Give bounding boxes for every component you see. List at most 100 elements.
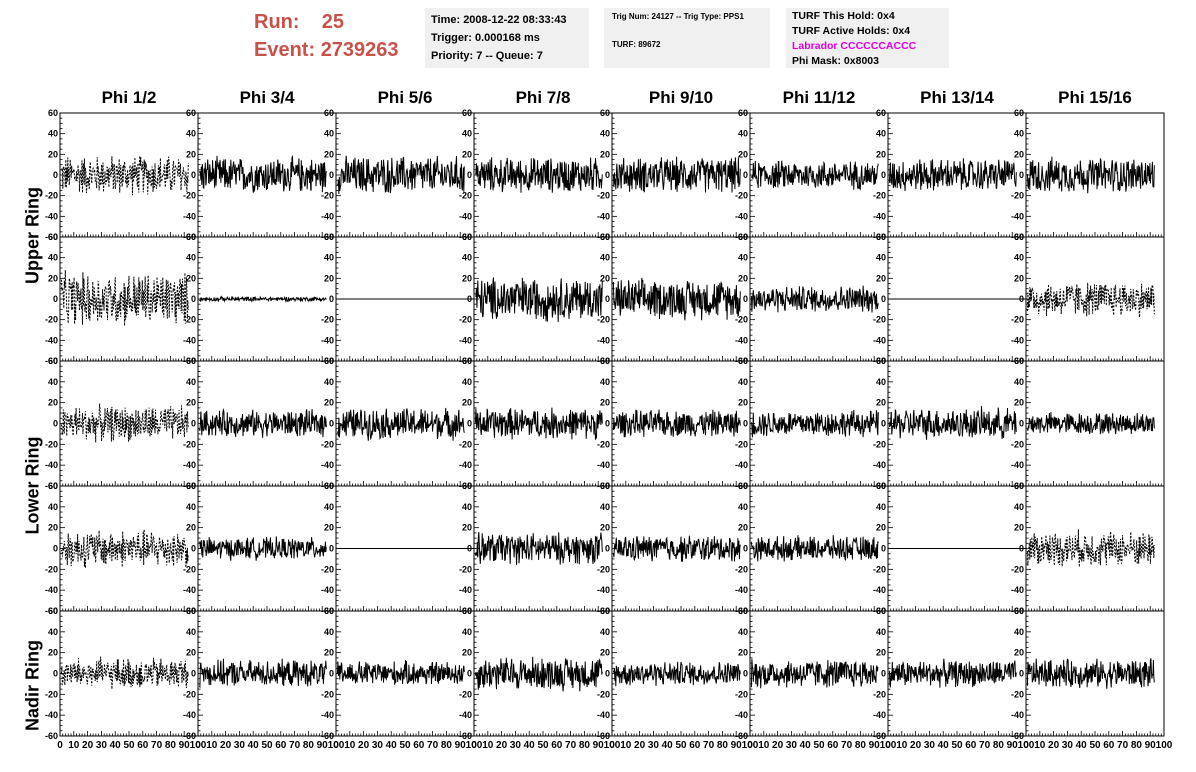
x-tick-label-c2: 30 <box>372 740 384 751</box>
y-tick-label-r0-c4: 40 <box>600 129 610 139</box>
event-label: Event: <box>254 39 316 61</box>
y-tick-label-r3-c2: 0 <box>329 544 334 554</box>
y-tick-label-r3-c7: 20 <box>1014 523 1024 533</box>
x-tick-label-c5: 90 <box>869 740 881 751</box>
y-tick-label-r4-c3: 40 <box>462 627 472 637</box>
x-tick-label-c0: 50 <box>123 740 135 751</box>
x-tick-label-c6: 0 <box>885 740 891 751</box>
x-tick-label-c0: 40 <box>110 740 122 751</box>
turf-active-holds-text: TURF Active Holds: 0x4 <box>792 25 911 37</box>
y-tick-label-r0-c2: 20 <box>324 149 334 159</box>
y-tick-label-r0-c1: -40 <box>183 211 196 221</box>
y-tick-label-r0-c2: -40 <box>321 211 334 221</box>
panel-frame-r1-c1 <box>197 236 337 362</box>
y-tick-label-r2-c0: -20 <box>45 439 58 449</box>
y-tick-label-r4-c5: -20 <box>735 689 748 699</box>
y-tick-label-r4-c4: -60 <box>597 731 610 741</box>
x-tick-label-c1: 30 <box>234 740 246 751</box>
y-tick-label-r4-c6: 0 <box>881 669 886 679</box>
y-tick-label-r3-c0: -40 <box>45 585 58 595</box>
y-tick-label-r1-c2: 60 <box>324 232 334 242</box>
y-tick-label-r0-c6: -40 <box>873 211 886 221</box>
y-tick-label-r4-c6: 60 <box>876 606 886 616</box>
x-tick-label-c0: 90 <box>179 740 191 751</box>
y-tick-label-r0-c4: 0 <box>605 170 610 180</box>
y-tick-label-r2-c5: -40 <box>735 460 748 470</box>
y-tick-label-r4-c4: 0 <box>605 669 610 679</box>
y-tick-label-r0-c5: -40 <box>735 211 748 221</box>
y-tick-label-r3-c6: 20 <box>876 523 886 533</box>
x-tick-label-c2: 90 <box>455 740 467 751</box>
y-tick-label-r2-c6: -40 <box>873 460 886 470</box>
panel-frame-r2-c0 <box>59 360 199 487</box>
y-tick-label-r0-c0: -60 <box>45 232 58 242</box>
y-tick-label-r1-c6: 60 <box>876 232 886 242</box>
y-tick-label-r3-c0: -60 <box>45 606 58 616</box>
y-tick-label-r4-c0: -40 <box>45 710 58 720</box>
y-tick-label-r0-c5: -20 <box>735 191 748 201</box>
y-tick-label-r3-c5: 40 <box>738 502 748 512</box>
y-tick-label-r4-c5: 0 <box>743 669 748 679</box>
y-tick-label-r0-c6: 40 <box>876 129 886 139</box>
x-tick-label-c7: 40 <box>1076 740 1088 751</box>
y-tick-label-r4-c4: 20 <box>600 648 610 658</box>
y-tick-label-r0-c5: 20 <box>738 149 748 159</box>
y-tick-label-r4-c1: 60 <box>186 606 196 616</box>
waveform-trace-r1-c3 <box>475 277 603 323</box>
y-tick-label-r0-c2: 60 <box>324 108 334 118</box>
y-tick-label-r0-c3: 0 <box>467 170 472 180</box>
y-tick-label-r4-c6: -40 <box>873 710 886 720</box>
y-tick-label-r3-c6: -40 <box>873 585 886 595</box>
y-tick-label-r1-c5: 40 <box>738 253 748 263</box>
waveform-trace-r4-c7 <box>1026 658 1155 689</box>
x-tick-label-c1: 50 <box>261 740 273 751</box>
run-event-block: Run: 25 Event: 2739263 <box>254 8 399 64</box>
x-tick-label-c6: 50 <box>951 740 963 751</box>
phi-label-3: Phi 5/6 <box>377 88 433 107</box>
y-tick-label-r1-c0: 20 <box>48 273 58 283</box>
phi-label-4: Phi 7/8 <box>515 88 571 107</box>
y-tick-label-r3-c5: 60 <box>738 481 748 491</box>
y-tick-label-r1-c4: 0 <box>605 294 610 304</box>
y-tick-label-r0-c1: -20 <box>183 191 196 201</box>
x-tick-label-c2: 60 <box>413 740 425 751</box>
y-tick-label-r3-c0: 20 <box>48 523 58 533</box>
event-value: 2739263 <box>320 39 399 61</box>
x-tick-label-c4: 90 <box>731 740 743 751</box>
x-tick-label-c4: 60 <box>689 740 701 751</box>
y-tick-label-r1-c3: -20 <box>459 315 472 325</box>
y-tick-label-r4-c1: -60 <box>183 731 196 741</box>
y-tick-label-r1-c3: -40 <box>459 335 472 345</box>
y-tick-label-r2-c1: 20 <box>186 398 196 408</box>
waveform-trace-r1-c1 <box>198 295 327 303</box>
turf-info-box: TURF This Hold: 0x4 TURF Active Holds: 0… <box>786 8 949 68</box>
y-tick-label-r4-c2: 20 <box>324 648 334 658</box>
y-tick-label-r4-c6: -60 <box>873 731 886 741</box>
y-tick-label-r3-c6: 0 <box>881 544 886 554</box>
y-tick-label-r1-c3: 60 <box>462 232 472 242</box>
y-tick-label-r2-c3: -40 <box>459 460 472 470</box>
y-tick-label-r4-c5: 20 <box>738 648 748 658</box>
waveform-trace-r2-c1 <box>198 408 327 438</box>
y-tick-label-r3-c1: -40 <box>183 585 196 595</box>
y-tick-label-r2-c2: -20 <box>321 439 334 449</box>
y-tick-label-r3-c2: 60 <box>324 481 334 491</box>
y-tick-label-r3-c0: 40 <box>48 502 58 512</box>
waveform-trace-r2-c3 <box>474 407 603 440</box>
y-tick-label-r2-c1: 40 <box>186 377 196 387</box>
x-tick-label-c4: 50 <box>675 740 687 751</box>
y-tick-label-r3-c2: -20 <box>321 564 334 574</box>
y-tick-label-r3-c6: 60 <box>876 481 886 491</box>
y-tick-label-r2-c1: 60 <box>186 356 196 366</box>
y-tick-label-r2-c4: -20 <box>597 439 610 449</box>
waveform-trace-r3-c4 <box>612 535 741 562</box>
y-tick-label-r1-c2: 0 <box>329 294 334 304</box>
y-tick-label-r4-c2: 40 <box>324 627 334 637</box>
x-tick-label-c2: 50 <box>399 740 411 751</box>
y-tick-label-r0-c1: 20 <box>186 149 196 159</box>
y-tick-label-r0-c4: 20 <box>600 149 610 159</box>
y-tick-label-r2-c5: 60 <box>738 356 748 366</box>
y-tick-label-r3-c3: 0 <box>467 544 472 554</box>
y-tick-label-r1-c6: 20 <box>876 273 886 283</box>
